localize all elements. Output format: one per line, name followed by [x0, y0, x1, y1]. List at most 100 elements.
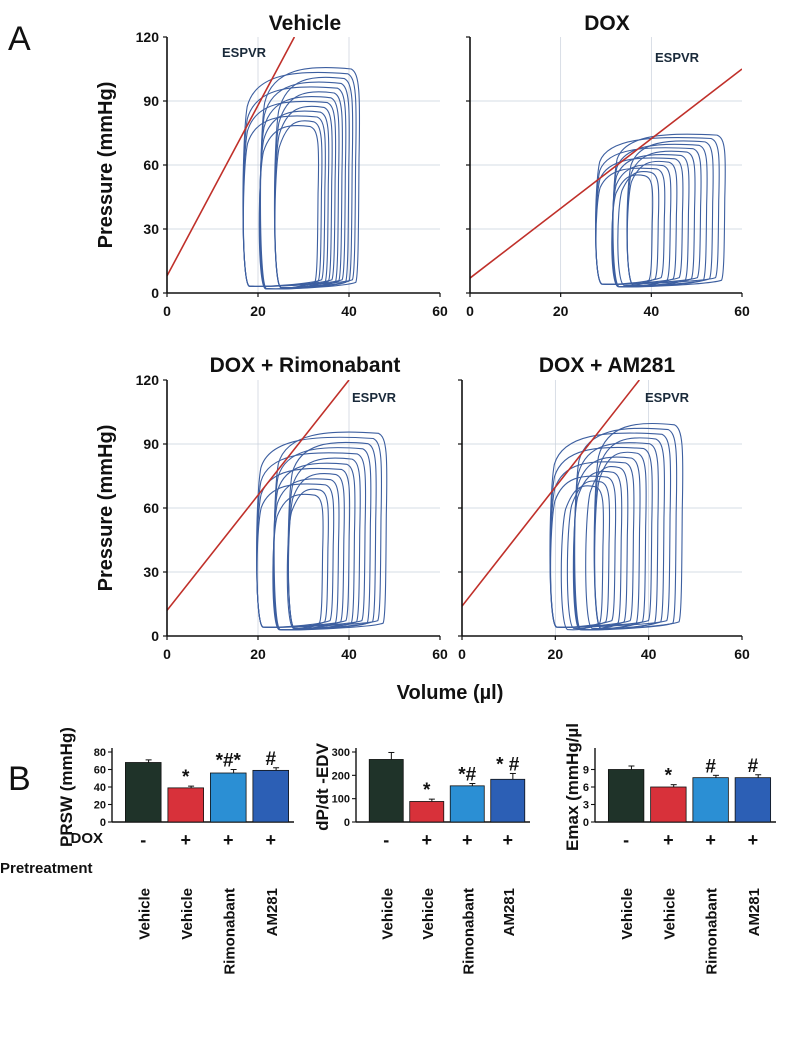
pv-loop [549, 432, 672, 628]
pv-panel-3: 0 20 40 60 0 30 60 90 120 DOX + Rimonabant ESPVR [136, 354, 448, 662]
pv-ylabel-bottom: Pressure (mmHg) [95, 425, 117, 592]
bar [650, 786, 687, 823]
pv-loop [272, 478, 340, 631]
pv-loop [611, 164, 672, 288]
x-tick-label: 0 [466, 303, 474, 319]
category-label: Vehicle [420, 888, 437, 940]
category-label: Rimonabant [704, 888, 721, 975]
bar [734, 777, 772, 823]
pv-loop [242, 100, 337, 287]
dox-sign: - [623, 830, 629, 850]
panel-label-b: B [8, 760, 31, 798]
pv-loop [594, 136, 720, 285]
pv-loop [258, 124, 320, 290]
significance-label: # [265, 749, 276, 770]
pv-loop [549, 446, 653, 628]
bar [167, 787, 204, 823]
y-tick-label: 120 [136, 372, 160, 388]
x-tick-label: 40 [341, 303, 357, 319]
x-tick-label: 20 [553, 303, 569, 319]
bar-y-tick-label: 6 [583, 782, 589, 794]
pv-loop [549, 461, 635, 628]
pv-loop [287, 473, 345, 630]
pretreatment-row-label: Pretreatment [0, 860, 93, 877]
category-label: AM281 [264, 888, 281, 936]
pv-loop [256, 467, 351, 628]
category-label: Vehicle [179, 888, 196, 940]
x-tick-label: 60 [734, 303, 750, 319]
dox-sign: + [748, 830, 759, 850]
dox-sign: + [705, 830, 716, 850]
espvr-line [470, 68, 742, 279]
bar [125, 762, 162, 823]
x-tick-label: 60 [432, 646, 448, 662]
pv-loops [242, 67, 361, 290]
bar [252, 769, 289, 823]
espvr-label: ESPVR [352, 390, 397, 405]
pv-loop [593, 422, 684, 630]
significance-label: *# [458, 765, 476, 786]
bar-y-tick-label: 0 [344, 817, 350, 829]
bar-y-tick-label: 3 [583, 800, 589, 812]
panel-label-a: A [8, 20, 31, 58]
dox-sign: + [462, 830, 473, 850]
x-tick-label: 20 [250, 646, 266, 662]
y-tick-label: 90 [143, 436, 159, 452]
bar-y-tick-label: 20 [94, 800, 106, 812]
bar [692, 777, 729, 823]
pv-loop [595, 147, 702, 285]
bar-y-tick-label: 0 [583, 817, 589, 829]
bar-panel-1: 0 20 40 60 80 PRSW (mmHg) - Vehicle * + Vehicle *#*… [57, 727, 294, 975]
pv-panel-4: 0 20 40 60 DOX + AM281 ESPVR [458, 354, 750, 662]
pv-loop [256, 436, 383, 628]
category-label: Rimonabant [221, 888, 238, 975]
pv-ylabel-top: Pressure (mmHg) [95, 82, 117, 249]
significance-label: * [665, 766, 673, 787]
espvr-label: ESPVR [655, 50, 700, 65]
bar-y-tick-label: 9 [583, 765, 589, 777]
pv-loop [242, 115, 326, 287]
bar-y-tick-label: 200 [332, 770, 350, 782]
espvr-label: ESPVR [222, 45, 267, 60]
bar-y-tick-label: 60 [94, 765, 106, 777]
y-tick-label: 60 [143, 500, 159, 516]
espvr-line [167, 380, 350, 611]
dox-sign: + [180, 830, 191, 850]
x-tick-label: 40 [644, 303, 660, 319]
bar [490, 778, 526, 823]
x-tick-label: 20 [250, 303, 266, 319]
y-tick-label: 0 [151, 285, 159, 301]
x-tick-label: 60 [432, 303, 448, 319]
bar [607, 769, 645, 823]
bar-y-tick-label: 100 [332, 794, 350, 806]
dox-sign: + [663, 830, 674, 850]
pv-panel-2: 0 20 40 60 DOX ESPVR [466, 12, 750, 319]
significance-label: # [705, 756, 716, 777]
category-label: Vehicle [661, 888, 678, 940]
category-label: AM281 [501, 888, 518, 936]
pv-loops [256, 431, 388, 631]
x-tick-label: 20 [548, 646, 564, 662]
y-tick-label: 60 [143, 157, 159, 173]
bar [209, 772, 247, 823]
pv-loop [242, 71, 357, 287]
category-label: Vehicle [619, 888, 636, 940]
x-tick-label: 0 [163, 303, 171, 319]
pv-panel-title: DOX [584, 12, 630, 35]
x-tick-label: 0 [163, 646, 171, 662]
significance-label: * [423, 780, 431, 801]
dox-sign: + [223, 830, 234, 850]
y-tick-label: 30 [143, 221, 159, 237]
pv-loop [612, 133, 726, 288]
category-label: Vehicle [136, 888, 153, 940]
bar-y-tick-label: 0 [100, 817, 106, 829]
espvr-line [167, 37, 296, 277]
significance-label: *#* [216, 751, 242, 772]
bar-y-tick-label: 80 [94, 747, 106, 759]
